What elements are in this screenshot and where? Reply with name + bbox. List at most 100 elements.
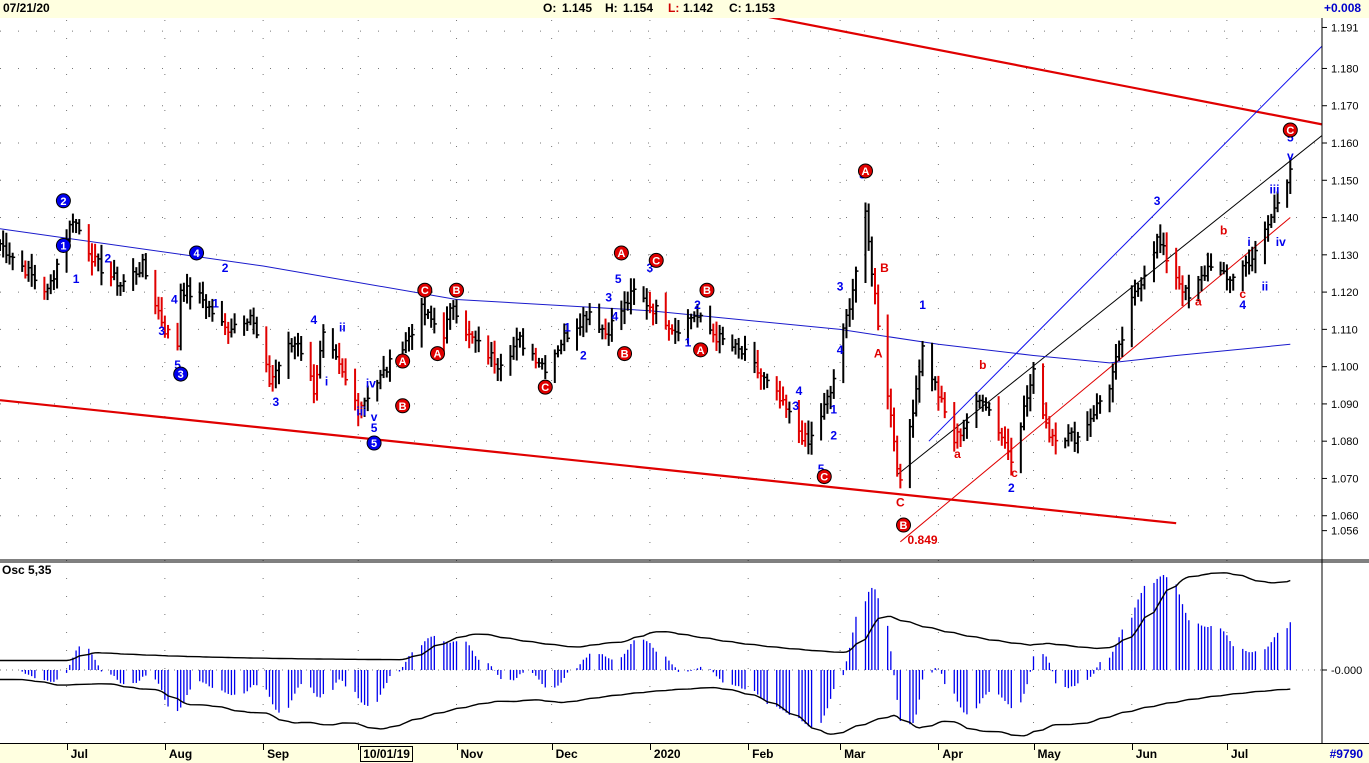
- wave-label: 3: [158, 324, 165, 338]
- wave-marker-label: B: [703, 285, 711, 297]
- wave-marker-label: C: [541, 382, 549, 394]
- month-label: Jun: [1135, 747, 1158, 761]
- y-tick-label: 1.056: [1331, 526, 1359, 538]
- wave-marker-label: B: [900, 520, 908, 532]
- wave-marker-label: 5: [371, 438, 377, 450]
- oscillator-lower-envelope: [0, 678, 1291, 737]
- wave-label: 0.849: [908, 533, 938, 547]
- y-tick-label: 1.140: [1331, 213, 1359, 225]
- wave-label: b: [979, 358, 986, 372]
- wave-label: 3: [837, 280, 844, 294]
- month-tick: [66, 744, 68, 750]
- wave-label: 2: [222, 261, 229, 275]
- wave-marker-label: B: [453, 285, 461, 297]
- y-tick-label: 1.100: [1331, 362, 1359, 374]
- change-value: +0.008: [1324, 1, 1362, 15]
- oscillator-zero-label: -0.000: [1331, 665, 1362, 677]
- y-tick-label: 1.170: [1331, 101, 1359, 113]
- y-tick-label: 1.080: [1331, 436, 1359, 448]
- wave-label: a: [1195, 294, 1202, 308]
- oscillator-panel: [0, 572, 1327, 737]
- wave-marker-label: C: [421, 285, 429, 297]
- wave-marker-circle: [699, 282, 715, 298]
- month-tick: [1226, 744, 1228, 750]
- wave-label: iii: [356, 404, 366, 418]
- wave-label: 2: [694, 298, 701, 312]
- wave-label: 1: [564, 321, 571, 335]
- wave-marker-circle: [366, 435, 382, 451]
- wave-label: 5: [615, 272, 622, 286]
- oscillator-title: Osc 5,35: [2, 563, 52, 577]
- month-label: Nov: [460, 747, 484, 761]
- wave-label: B: [880, 261, 889, 275]
- month-tick: [164, 744, 166, 750]
- wave-marker-label: A: [434, 349, 442, 361]
- wave-label: 5: [174, 358, 181, 372]
- month-tick: [1033, 744, 1035, 750]
- wave-label: v: [1287, 149, 1294, 163]
- trendline: [768, 18, 1323, 126]
- current-date: 07/21/20: [3, 1, 50, 15]
- y-tick-label: 1.070: [1331, 473, 1359, 485]
- oscillator-upper-envelope: [0, 572, 1291, 662]
- wave-marker-circle: [429, 346, 445, 362]
- wave-label: 3: [1154, 194, 1161, 208]
- wave-marker-label: C: [652, 255, 660, 267]
- wave-label: C: [896, 496, 905, 510]
- month-tick: [748, 744, 750, 750]
- chart-canvas[interactable]: 2112345342134iiiiviiiv551234532143125345…: [0, 18, 1369, 743]
- wave-annotations: 2112345342134iiiiviiiv551234532143125345…: [55, 122, 1298, 547]
- close-label: C:: [729, 1, 742, 15]
- month-label: Sep: [267, 747, 290, 761]
- y-tick-label: 1.150: [1331, 175, 1359, 187]
- y-tick-label: 1.090: [1331, 399, 1359, 411]
- wave-label: c: [1011, 466, 1018, 480]
- moving-average-line: [0, 228, 1291, 364]
- month-label: 10/01/19: [360, 746, 413, 762]
- month-label: Dec: [555, 747, 578, 761]
- close-value: 1.153: [745, 1, 776, 15]
- trendline: [928, 45, 1323, 442]
- low-value: 1.142: [683, 1, 714, 15]
- wave-marker-label: A: [697, 345, 705, 357]
- wave-marker-circle: [537, 379, 553, 395]
- wave-marker-circle: [55, 238, 71, 253]
- wave-marker-label: A: [399, 356, 407, 368]
- y-tick-label: 1.120: [1331, 287, 1359, 299]
- wave-label: 1: [685, 335, 692, 349]
- wave-label: v: [371, 410, 378, 424]
- wave-label: 3: [792, 399, 799, 413]
- y-tick-label: 1.110: [1331, 324, 1358, 336]
- wave-label: 3: [605, 291, 612, 305]
- wave-label: 5: [371, 421, 378, 435]
- y-tick-label: 1.130: [1331, 250, 1359, 262]
- open-value: 1.145: [562, 1, 593, 15]
- wave-label: 3: [272, 395, 279, 409]
- wave-label: 2: [1008, 481, 1015, 495]
- trendline: [896, 135, 1323, 476]
- wave-marker-label: 1: [60, 241, 66, 253]
- wave-marker-circle: [395, 398, 411, 414]
- wave-marker-label: 2: [60, 196, 66, 208]
- y-tick-label: 1.060: [1331, 511, 1359, 523]
- month-tick: [1131, 744, 1133, 750]
- wave-marker-circle: [617, 346, 633, 362]
- time-axis: Jul Aug Sep 10/01/19 Nov Dec 2020 Feb Mar Apr May J…: [0, 743, 1369, 763]
- wave-marker-label: 4: [193, 248, 200, 260]
- wave-marker-circle: [189, 245, 205, 261]
- wave-marker-circle: [693, 342, 709, 358]
- wave-marker-label: B: [621, 349, 629, 361]
- wave-marker-circle: [395, 353, 411, 369]
- price-axis: 1.056 1.060 1.070 1.080 1.090 1.100 1.110 1.120…: [0, 18, 1369, 743]
- wave-label: 4: [311, 313, 318, 327]
- month-label: Jul: [70, 747, 88, 761]
- open-label: O:: [543, 1, 557, 15]
- wave-label: ii: [1262, 280, 1269, 294]
- y-tick-label: 1.180: [1331, 63, 1359, 75]
- wave-label: A: [874, 347, 883, 361]
- high-label: H:: [605, 1, 618, 15]
- wave-marker-label: B: [399, 401, 407, 413]
- wave-marker-label: A: [862, 166, 870, 178]
- price-bars: [0, 157, 1293, 489]
- month-label: Aug: [168, 747, 193, 761]
